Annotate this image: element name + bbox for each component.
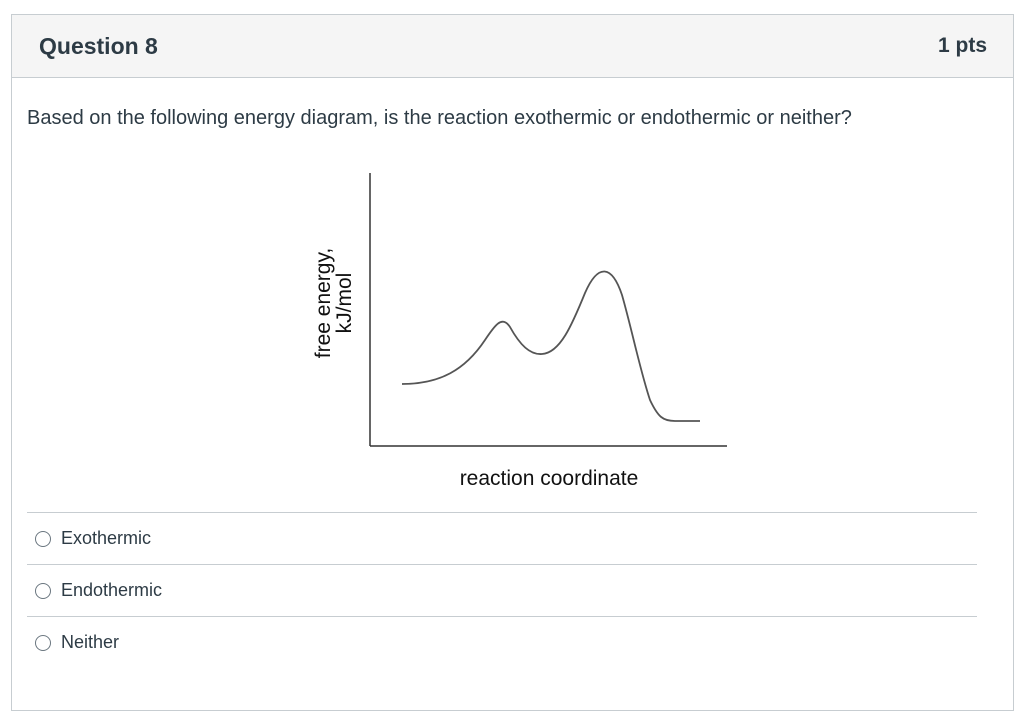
question-header: Question 8 1 pts: [12, 15, 1013, 78]
answer-option-exothermic[interactable]: Exothermic: [27, 512, 977, 564]
answer-label: Neither: [61, 632, 120, 652]
y-axis-label-line2: kJ/mol: [333, 273, 356, 334]
answer-list: Exothermic Endothermic Neither: [27, 512, 977, 668]
question-title: Question 8: [39, 32, 158, 59]
radio-endothermic[interactable]: [35, 582, 51, 599]
answer-option-neither[interactable]: Neither: [27, 616, 977, 668]
question-points: 1 pts: [937, 34, 987, 57]
radio-neither[interactable]: [35, 634, 51, 651]
energy-curve: [401, 270, 700, 422]
y-axis-label: free energy, kJ/mol: [312, 248, 356, 359]
energy-diagram: free energy, kJ/mol reaction coordinate: [312, 173, 727, 490]
question-card: Question 8 1 pts: [11, 14, 1014, 711]
y-axis-label-line1: free energy,: [312, 248, 335, 359]
answer-label: Exothermic: [61, 528, 152, 548]
x-axis-label: reaction coordinate: [460, 467, 639, 490]
answer-label: Endothermic: [61, 580, 163, 600]
radio-exothermic[interactable]: [35, 530, 51, 547]
question-text: Based on the following energy diagram, i…: [27, 107, 852, 129]
answer-option-endothermic[interactable]: Endothermic: [27, 564, 977, 616]
